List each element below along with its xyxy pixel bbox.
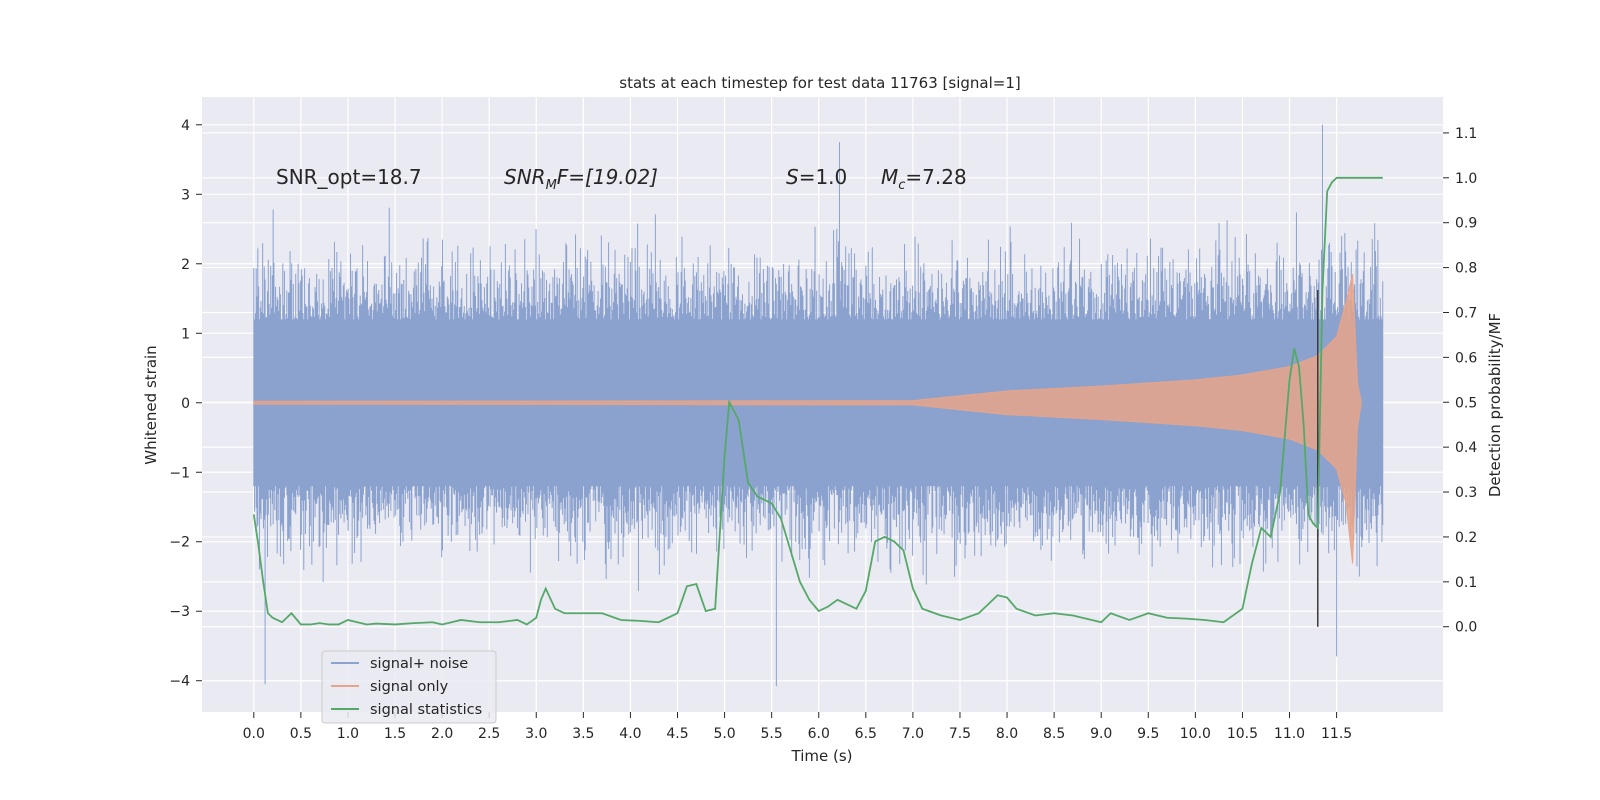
x-tick-label: 8.5 xyxy=(1043,726,1065,742)
x-tick-label: 3.5 xyxy=(572,726,594,742)
x-tick-label: 6.5 xyxy=(855,726,877,742)
y-right-tick-label: 0.1 xyxy=(1455,575,1477,591)
x-axis-ticks: 0.0 0.5 1.0 1.5 2.0 2.5 3.0 3.5 4.0 4.5 5.0 5.5 6.0 6… xyxy=(243,712,1352,742)
annotation-mc-var: M xyxy=(881,165,898,189)
x-tick-label: 7.0 xyxy=(902,726,924,742)
chart-title: stats at each timestep for test data 117… xyxy=(619,74,1020,92)
x-tick-label: 10.5 xyxy=(1227,726,1258,742)
y-tick-label: 1 xyxy=(181,326,190,342)
y-right-tick-label: 0.9 xyxy=(1455,216,1477,232)
x-tick-label: 2.0 xyxy=(431,726,453,742)
y-tick-label: −4 xyxy=(169,674,190,690)
y-tick-label: 0 xyxy=(181,396,190,412)
x-tick-label: 3.0 xyxy=(525,726,547,742)
x-tick-label: 2.5 xyxy=(478,726,500,742)
stats-line xyxy=(252,176,1383,626)
y-right-tick-label: 0.3 xyxy=(1455,485,1477,501)
signal-envelope xyxy=(253,274,1362,564)
y-tick-label: 2 xyxy=(181,257,190,273)
y-right-tick-label: 1.1 xyxy=(1455,126,1477,142)
y-right-axis-label: Detection probability/MF xyxy=(1486,313,1504,497)
y-axis-label: Whitened strain xyxy=(142,345,160,464)
x-tick-label: 5.5 xyxy=(761,726,783,742)
y-tick-label: −1 xyxy=(169,465,190,481)
x-tick-label: 1.5 xyxy=(384,726,406,742)
x-tick-label: 10.0 xyxy=(1180,726,1211,742)
y-tick-label: −3 xyxy=(169,604,190,620)
x-axis-label: Time (s) xyxy=(791,747,853,765)
annotation-mc: Mc=7.28 xyxy=(881,165,967,193)
x-tick-label: 6.0 xyxy=(808,726,830,742)
y-right-tick-label: 0.5 xyxy=(1455,395,1477,411)
series-signal-statistics xyxy=(252,176,1383,626)
annotation-s-var: S xyxy=(786,165,799,189)
y-axis-ticks: 4 3 2 1 0 −1 −2 −3 −4 xyxy=(169,118,202,690)
y-right-tick-label: 0.6 xyxy=(1455,350,1477,366)
x-tick-label: 7.5 xyxy=(949,726,971,742)
series-signal-only xyxy=(253,274,1362,564)
annotation-snr-mf-suffix: F=[19.02] xyxy=(557,165,658,189)
x-tick-label: 0.5 xyxy=(290,726,312,742)
x-tick-label: 0.0 xyxy=(243,726,265,742)
x-tick-label: 4.0 xyxy=(619,726,641,742)
legend-label-stats: signal statistics xyxy=(370,702,482,718)
annotation-snr-mf-sub: M xyxy=(546,178,557,193)
x-tick-label: 11.5 xyxy=(1321,726,1352,742)
legend-label-signal: signal only xyxy=(370,679,449,695)
x-tick-label: 9.5 xyxy=(1137,726,1159,742)
y-right-axis-ticks: 1.1 1.0 0.9 0.8 0.7 0.6 0.5 0.4 0.3 0.2 0.1 0.0 xyxy=(1443,126,1477,636)
y-right-tick-label: 0.2 xyxy=(1455,530,1477,546)
annotation-snr-mf: SNRMF=[19.02] xyxy=(504,165,658,193)
y-tick-label: 3 xyxy=(181,187,190,203)
legend-label-noise: signal+ noise xyxy=(370,656,468,672)
y-right-tick-label: 0.0 xyxy=(1455,620,1477,636)
x-tick-label: 1.0 xyxy=(337,726,359,742)
y-right-tick-label: 0.7 xyxy=(1455,305,1477,321)
annotation-s-value: =1.0 xyxy=(799,165,848,189)
annotation-snr-opt: SNR_opt=18.7 xyxy=(276,165,422,189)
y-tick-label: 4 xyxy=(181,118,190,134)
annotation-mc-sub: c xyxy=(898,178,905,193)
legend: signal+ noise signal only signal statist… xyxy=(321,650,497,724)
x-tick-label: 8.0 xyxy=(996,726,1018,742)
annotation-s: S=1.0 xyxy=(786,165,847,189)
y-right-tick-label: 0.4 xyxy=(1455,440,1477,456)
annotation-snr-mf-prefix: SNR xyxy=(504,165,546,189)
x-tick-label: 5.0 xyxy=(713,726,735,742)
x-tick-label: 11.0 xyxy=(1274,726,1305,742)
annotation-mc-value: =7.28 xyxy=(905,165,966,189)
y-right-tick-label: 0.8 xyxy=(1455,261,1477,277)
y-tick-label: −2 xyxy=(169,535,190,551)
y-right-tick-label: 1.0 xyxy=(1455,171,1477,187)
legend-box xyxy=(321,650,497,724)
x-tick-label: 9.0 xyxy=(1090,726,1112,742)
x-tick-label: 4.5 xyxy=(666,726,688,742)
